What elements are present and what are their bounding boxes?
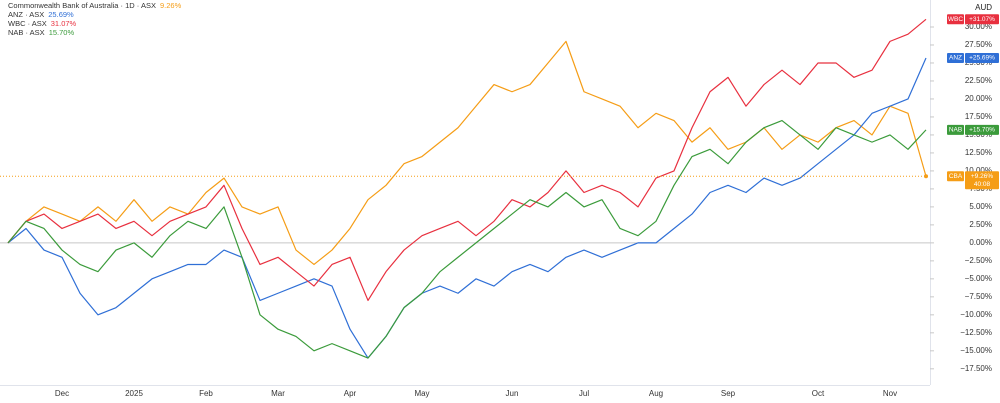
x-tick-label: Aug (649, 389, 663, 398)
legend-name: Commonwealth Bank of Australia · 1D · AS… (8, 1, 156, 10)
y-tick-label: 20.00% (965, 94, 992, 103)
legend-value: 9.26% (160, 1, 182, 10)
y-tick-label: −7.50% (965, 292, 992, 301)
countdown: 40:08 (974, 181, 991, 188)
series-line (7, 57, 927, 359)
price-tag-label: +9.26% (971, 173, 993, 180)
y-tick-label: −5.00% (965, 274, 992, 283)
currency-label: AUD (975, 3, 992, 12)
legend-name: NAB · ASX (8, 28, 45, 37)
series-line (7, 40, 927, 266)
legend-value: 31.07% (51, 19, 77, 28)
x-tick-label: Apr (344, 389, 357, 398)
legend-entry: ANZ · ASX 25.69% (8, 10, 74, 19)
x-tick-label: Oct (812, 389, 825, 398)
legend-name: ANZ · ASX (8, 10, 44, 19)
x-tick-label: Nov (883, 389, 897, 398)
y-tick-label: −2.50% (965, 256, 992, 265)
x-tick-label: Feb (199, 389, 213, 398)
price-tag-symbol: WBC (948, 16, 963, 23)
legend-entry: Commonwealth Bank of Australia · 1D · AS… (8, 1, 182, 10)
y-tick-label: 30.00% (965, 22, 992, 31)
y-tick-label: −17.50% (960, 364, 992, 373)
price-tag-box (965, 171, 999, 190)
price-tag (947, 53, 964, 64)
price-tag-box (965, 53, 999, 64)
x-tick-label: Sep (721, 389, 736, 398)
y-tick-label: 27.50% (965, 40, 992, 49)
last-point (924, 174, 928, 179)
legend-value: 25.69% (48, 10, 74, 19)
price-tag (947, 171, 964, 182)
x-tick-label: 2025 (125, 389, 143, 398)
x-tick-label: Jun (506, 389, 519, 398)
legend-name: WBC · ASX (8, 19, 47, 28)
legend-entry: WBC · ASX 31.07% (8, 19, 77, 28)
y-tick-label: 22.50% (965, 76, 992, 85)
y-tick-label: 2.50% (969, 220, 992, 229)
price-tag-label: +25.69% (969, 55, 995, 62)
y-tick-label: −12.50% (960, 328, 992, 337)
series-line (7, 119, 927, 359)
price-tag-symbol: CBA (949, 173, 963, 180)
price-tag-label: +31.07% (969, 16, 995, 23)
y-tick-label: 17.50% (965, 112, 992, 121)
x-tick-label: Jul (579, 389, 589, 398)
y-tick-label: −15.00% (960, 346, 992, 355)
price-tag-box (965, 14, 999, 25)
legend-value: 15.70% (49, 28, 75, 37)
y-tick-label: 12.50% (965, 148, 992, 157)
price-tag-label: +15.70% (969, 127, 995, 134)
price-tag-symbol: NAB (949, 127, 962, 134)
x-tick-label: Mar (271, 389, 285, 398)
y-tick-label: −10.00% (960, 310, 992, 319)
price-tag (947, 124, 964, 135)
price-tag-box (965, 124, 999, 135)
x-tick-label: May (414, 389, 429, 398)
price-tag-symbol: ANZ (949, 55, 962, 62)
price-tag (947, 14, 964, 25)
y-tick-label: 0.00% (969, 238, 992, 247)
x-tick-label: Dec (55, 389, 69, 398)
series-line (7, 18, 927, 302)
y-tick-label: 5.00% (969, 202, 992, 211)
y-tick-label: 10.00% (965, 166, 992, 175)
legend-entry: NAB · ASX 15.70% (8, 28, 74, 37)
